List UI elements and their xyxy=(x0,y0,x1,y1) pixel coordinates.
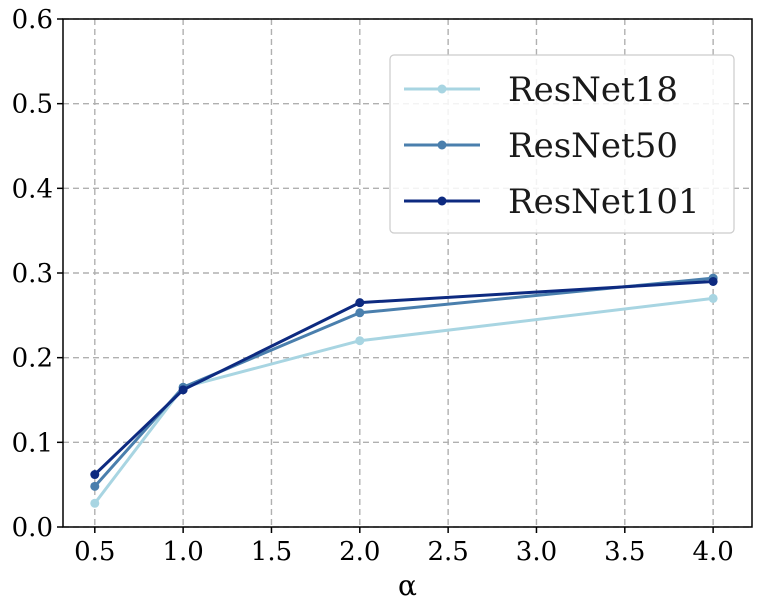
series-line xyxy=(93,296,714,505)
y-tick-label: 0.3 xyxy=(12,259,53,289)
y-axis-ticks: 0.0 0.1 0.2 0.3 0.4 0.5 0.6 xyxy=(12,5,63,543)
data-point xyxy=(708,276,718,286)
x-tick-label: 2.5 xyxy=(427,537,468,567)
data-point xyxy=(90,498,100,508)
data-point xyxy=(355,308,365,318)
series-layer xyxy=(90,273,718,508)
series-line xyxy=(93,276,714,488)
legend-item: ResNet101 xyxy=(404,182,700,222)
legend-label: ResNet101 xyxy=(508,182,700,222)
x-tick-label: 2.0 xyxy=(339,537,380,567)
y-tick-label: 0.1 xyxy=(12,428,53,458)
legend-swatch-marker xyxy=(437,196,447,206)
series-line xyxy=(93,279,714,476)
data-point xyxy=(90,481,100,491)
data-point xyxy=(178,385,188,395)
x-axis-ticks: 0.5 1.0 1.5 2.0 2.5 3.0 3.5 4.0 xyxy=(74,527,734,567)
x-tick-label: 0.5 xyxy=(74,537,115,567)
series-resnet50 xyxy=(90,273,718,491)
x-tick-label: 1.5 xyxy=(251,537,292,567)
legend: ResNet18 ResNet50 ResNet101 xyxy=(389,54,735,234)
legend-swatch-marker xyxy=(437,84,447,94)
data-point xyxy=(90,470,100,480)
y-tick-label: 0.4 xyxy=(12,174,53,204)
x-tick-label: 1.0 xyxy=(162,537,203,567)
x-axis-title: α xyxy=(398,569,417,602)
x-tick-label: 3.0 xyxy=(516,537,557,567)
series-resnet18 xyxy=(90,293,718,508)
legend-label: ResNet18 xyxy=(508,70,678,110)
y-tick-label: 0.0 xyxy=(12,513,53,543)
legend-item: ResNet18 xyxy=(404,70,678,110)
data-point xyxy=(355,336,365,346)
data-point xyxy=(355,298,365,308)
legend-box xyxy=(389,54,735,234)
y-tick-label: 0.6 xyxy=(12,5,53,35)
legend-swatch-marker xyxy=(437,140,447,150)
x-tick-label: 3.5 xyxy=(604,537,645,567)
legend-label: ResNet50 xyxy=(508,126,678,166)
series-resnet101 xyxy=(90,276,718,480)
data-point xyxy=(708,293,718,303)
x-tick-label: 4.0 xyxy=(692,537,733,567)
y-tick-label: 0.5 xyxy=(12,90,53,120)
legend-item: ResNet50 xyxy=(404,126,678,166)
y-tick-label: 0.2 xyxy=(12,344,53,374)
